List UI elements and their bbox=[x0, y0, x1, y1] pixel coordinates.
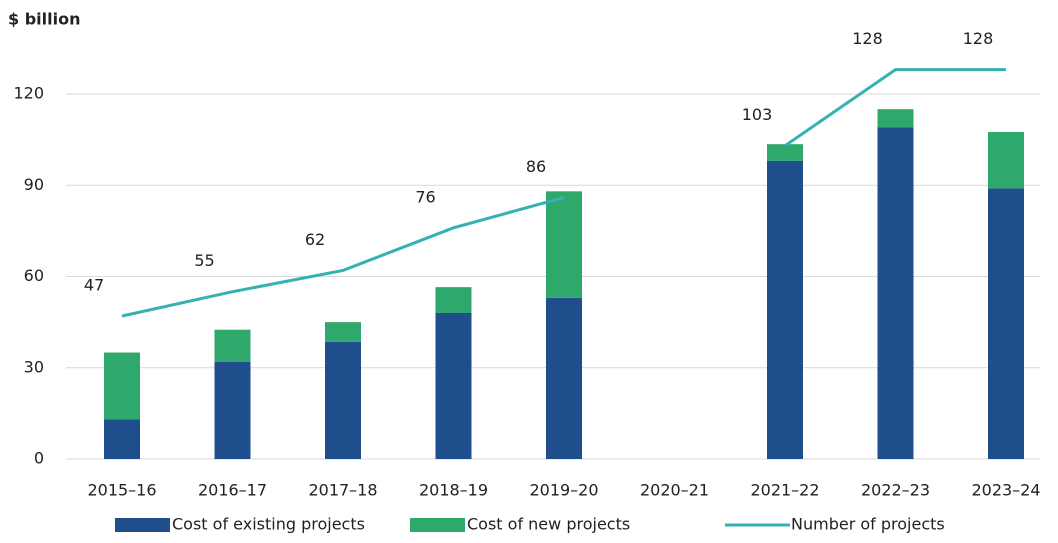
bar bbox=[877, 127, 914, 459]
bar bbox=[325, 322, 361, 342]
bar bbox=[104, 352, 140, 420]
x-tick-label: 2022–23 bbox=[861, 481, 930, 500]
line bbox=[121, 68, 1006, 318]
legend-swatch bbox=[410, 518, 465, 532]
bar bbox=[214, 361, 251, 459]
legend-label: Cost of existing projects bbox=[172, 515, 365, 534]
x-tick-label: 2023–24 bbox=[971, 481, 1040, 500]
data-label: 128 bbox=[852, 29, 883, 48]
bar bbox=[988, 188, 1024, 459]
x-tick-label: 2019–20 bbox=[529, 481, 598, 500]
data-label: 47 bbox=[84, 276, 104, 295]
bar bbox=[104, 419, 140, 459]
bar bbox=[546, 297, 582, 459]
x-tick-label: 2018–19 bbox=[419, 481, 488, 500]
data-label: 55 bbox=[194, 251, 214, 270]
y-tick-label: 0 bbox=[34, 449, 44, 468]
x-tick-label: 2020–21 bbox=[640, 481, 709, 500]
data-label: 62 bbox=[305, 230, 325, 249]
legend-label: Cost of new projects bbox=[467, 515, 630, 534]
bar bbox=[214, 329, 251, 362]
y-axis-label: $ billion bbox=[8, 10, 80, 29]
x-tick-label: 2021–22 bbox=[750, 481, 819, 500]
bar bbox=[546, 191, 582, 298]
x-tick-label: 2017–18 bbox=[308, 481, 377, 500]
bar bbox=[877, 109, 914, 128]
bar bbox=[435, 313, 472, 459]
y-tick-label: 90 bbox=[24, 175, 44, 194]
data-label: 128 bbox=[963, 29, 994, 48]
data-label: 86 bbox=[526, 157, 546, 176]
bar bbox=[435, 287, 472, 313]
data-label: 103 bbox=[742, 105, 773, 124]
y-tick-label: 120 bbox=[13, 84, 44, 103]
bar bbox=[988, 132, 1024, 189]
y-tick-label: 30 bbox=[24, 357, 44, 376]
x-tick-label: 2016–17 bbox=[198, 481, 267, 500]
bar bbox=[767, 144, 803, 161]
legend-label: Number of projects bbox=[791, 515, 945, 534]
y-tick-label: 60 bbox=[24, 266, 44, 285]
legend-swatch bbox=[115, 518, 170, 532]
data-label: 76 bbox=[415, 187, 435, 206]
bar bbox=[325, 341, 361, 459]
bar bbox=[767, 160, 803, 459]
x-tick-label: 2015–16 bbox=[87, 481, 156, 500]
